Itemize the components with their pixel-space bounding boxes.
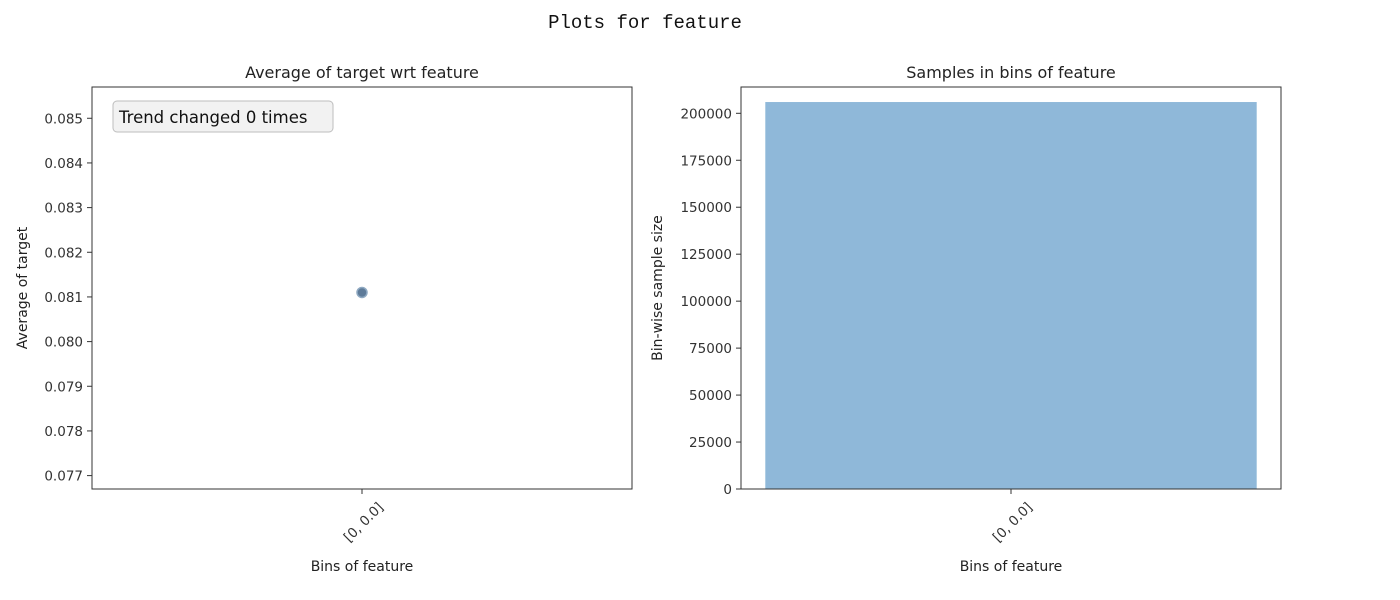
y-tick-label: 0.077 [44,469,83,485]
right-chart-x-ticks: [0, 0.0] [990,489,1036,546]
y-tick-label: 50000 [689,388,732,404]
left-chart-xlabel: Bins of feature [311,559,414,575]
y-tick-label: 175000 [680,153,732,169]
y-tick-label: 0.079 [44,379,83,395]
y-tick-label: 0.082 [44,245,83,261]
y-tick-label: 150000 [680,200,732,216]
left-chart-ylabel: Average of target [15,226,31,349]
x-tick-label: [0, 0.0] [341,500,387,546]
left-chart-x-ticks: [0, 0.0] [341,489,387,546]
right-chart-title: Samples in bins of feature [906,63,1116,82]
y-tick-label: 0.085 [44,111,83,127]
legend-box [112,100,334,133]
left-chart: Average of target wrt feature 0.077 0.078… [15,63,633,575]
y-tick-label: 100000 [680,294,732,310]
trend-annotation: Trend changed 0 times [118,108,307,127]
x-tick-label: [0, 0.0] [990,500,1036,546]
y-tick-label: 200000 [680,106,732,122]
y-tick-label: 0.078 [44,424,83,440]
y-tick-label: 125000 [680,247,732,263]
right-chart: Samples in bins of feature 0 25000 50000 75… [650,63,1282,575]
y-tick-label: 25000 [689,435,732,451]
y-tick-label: 75000 [689,341,732,357]
left-chart-legend: Trend changed 0 times [112,100,334,133]
left-chart-y-ticks: 0.077 0.078 0.079 0.080 0.081 0.082 0.083 0.084… [44,111,92,485]
y-tick-label: 0.080 [44,335,83,351]
y-tick-label: 0.084 [44,156,83,172]
right-chart-ylabel: Bin-wise sample size [650,215,666,361]
left-chart-marks [356,286,368,299]
bar [765,102,1257,489]
y-tick-label: 0.081 [44,290,83,306]
y-tick-label: 0 [723,482,732,498]
y-tick-label: 0.083 [44,201,83,217]
right-chart-xlabel: Bins of feature [960,559,1063,575]
figure-suptitle: Plots for feature [548,12,742,34]
left-chart-title: Average of target wrt feature [245,63,479,82]
right-chart-marks [765,102,1257,489]
right-chart-y-ticks: 0 25000 50000 75000 100000 125000 150000 175000… [680,106,741,498]
scatter-point [356,286,368,299]
